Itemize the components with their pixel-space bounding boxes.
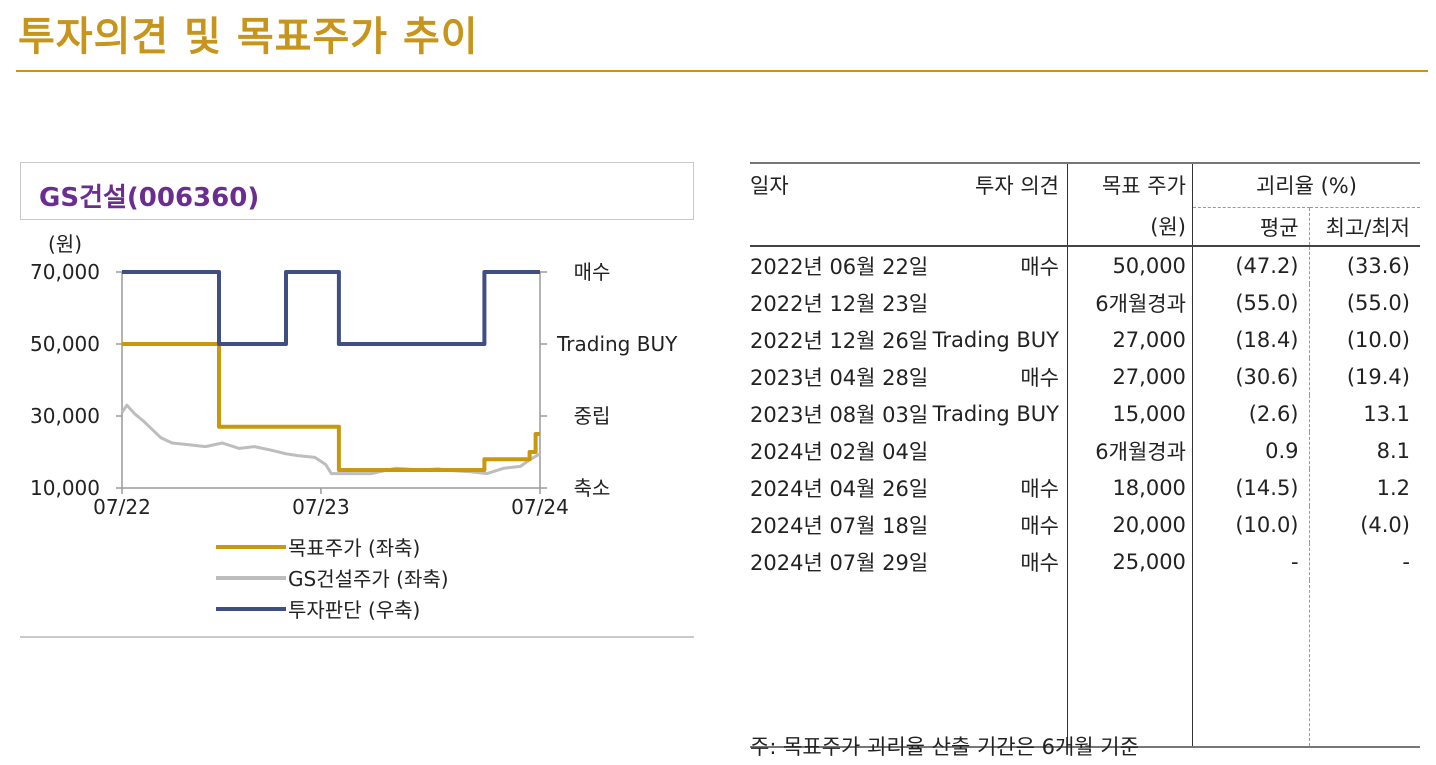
row-date: 2023년 08월 03일 (750, 402, 929, 427)
right-tick-label: Trading BUY (556, 332, 678, 356)
row-target-price: 50,000 (1066, 246, 1193, 284)
row-date: 2022년 06월 22일 (750, 254, 929, 279)
title-divider (16, 70, 1428, 72)
row-date: 2022년 12월 23일 (750, 291, 929, 316)
y-tick-label: 30,000 (30, 404, 100, 428)
table-row: 2024년 07월 18일 매수 20,000 (10.0) (4.0) (750, 506, 1420, 543)
legend: 목표주가 (좌축) GS건설주가 (좌축) 투자판단 (우축) (216, 536, 449, 622)
row-opinion (931, 432, 1067, 469)
row-max-min: (33.6) (1308, 246, 1420, 284)
header-opinion: 투자 의견 (931, 162, 1068, 208)
row-target-price: 27,000 (1066, 321, 1193, 358)
row-target-price: 6개월경과 (1066, 284, 1193, 321)
row-opinion (931, 284, 1067, 321)
header-target-price: 목표 주가 (1066, 162, 1193, 208)
row-max-min: - (1308, 543, 1420, 580)
right-tick-label: 축소 (574, 476, 611, 500)
row-average: (18.4) (1191, 321, 1310, 358)
table-row: 2023년 04월 28일 매수 27,000 (30.6) (19.4) (750, 358, 1420, 395)
row-average: (14.5) (1191, 469, 1310, 506)
row-date: 2024년 07월 29일 (750, 550, 929, 575)
page-title: 투자의견 및 목표주가 추이 (18, 14, 479, 60)
row-average: (2.6) (1191, 395, 1310, 432)
header-disparity-ratio: 괴리율 (%) (1191, 162, 1420, 208)
y-tick-label: 50,000 (30, 332, 100, 356)
row-target-price: 6개월경과 (1066, 432, 1193, 469)
row-max-min: (55.0) (1308, 284, 1420, 321)
table-header-row: 일자 투자 의견 목표 주가 괴리율 (%) (750, 162, 1420, 208)
row-average: (30.6) (1191, 358, 1310, 395)
row-date: 2024년 02월 04일 (750, 439, 929, 464)
target-price-table: 일자 투자 의견 목표 주가 괴리율 (%) (원) 평균 최고/최저 2022… (750, 162, 1420, 748)
stock-price-line (120, 403, 541, 476)
x-tick-label: 07/23 (292, 495, 350, 519)
chart-panel-bottom-rule (20, 636, 694, 638)
row-max-min: (10.0) (1308, 321, 1420, 358)
row-max-min: (19.4) (1308, 358, 1420, 395)
row-target-price: 20,000 (1066, 506, 1193, 543)
header-max-min: 최고/최저 (1308, 207, 1420, 247)
table-row: 2023년 08월 03일 Trading BUY 15,000 (2.6) 13.1 (750, 395, 1420, 432)
row-average: (55.0) (1191, 284, 1310, 321)
right-tick-label: 매수 (574, 260, 611, 284)
y-axis-unit-label: (원) (48, 232, 82, 256)
row-max-min: 8.1 (1308, 432, 1420, 469)
chart-panel: GS건설(006360) (원) 70,000 50,000 30,000 10,00… (20, 162, 694, 638)
chart-axes (121, 272, 541, 489)
y-tick-label: 10,000 (30, 476, 100, 500)
target-price-line (122, 342, 540, 472)
footnote: 주: 목표주가 괴리율 산출 기간은 6개월 기준 (750, 735, 1139, 759)
table-row: 2022년 12월 23일 6개월경과 (55.0) (55.0) (750, 284, 1420, 321)
row-opinion: 매수 (1020, 550, 1059, 575)
y-tick-label: 70,000 (30, 260, 100, 284)
row-opinion: 매수 (1020, 254, 1059, 279)
row-average: - (1191, 543, 1310, 580)
row-opinion: 매수 (1020, 476, 1059, 501)
row-opinion: 매수 (1020, 513, 1059, 538)
row-opinion: 매수 (1020, 365, 1059, 390)
x-tick-label: 07/22 (93, 495, 151, 519)
row-target-price: 25,000 (1066, 543, 1193, 580)
table-filler-row (750, 580, 1420, 748)
row-opinion: Trading BUY (932, 327, 1059, 352)
row-target-price: 18,000 (1066, 469, 1193, 506)
x-tick-label: 07/24 (511, 495, 569, 519)
row-date: 2022년 12월 26일 (750, 328, 929, 353)
price-chart: (원) 70,000 50,000 30,000 10,000 매수 Trading B… (30, 232, 678, 622)
row-date: 2024년 07월 18일 (750, 513, 929, 538)
header-date: 일자 (750, 162, 932, 208)
row-opinion: Trading BUY (932, 401, 1059, 426)
table-subheader-row: (원) 평균 최고/최저 (750, 207, 1420, 247)
row-target-price: 27,000 (1066, 358, 1193, 395)
row-target-price: 15,000 (1066, 395, 1193, 432)
chart-panel-title: GS건설(006360) (39, 183, 260, 213)
row-average: (47.2) (1191, 246, 1310, 284)
row-average: (10.0) (1191, 506, 1310, 543)
legend-label-opinion: 투자판단 (우축) (288, 598, 420, 622)
row-date: 2023년 04월 28일 (750, 365, 929, 390)
row-max-min: 13.1 (1308, 395, 1420, 432)
row-average: 0.9 (1191, 432, 1310, 469)
row-date: 2024년 04월 26일 (750, 476, 929, 501)
row-max-min: (4.0) (1308, 506, 1420, 543)
chart-panel-header: GS건설(006360) (20, 162, 694, 220)
table-row: 2022년 12월 26일 Trading BUY 27,000 (18.4) (10.… (750, 321, 1420, 358)
table-row: 2022년 06월 22일 매수 50,000 (47.2) (33.6) (750, 246, 1420, 284)
row-max-min: 1.2 (1308, 469, 1420, 506)
header-target-unit: (원) (1066, 207, 1193, 247)
legend-label-stock-price: GS건설주가 (좌축) (288, 567, 449, 591)
table-row: 2024년 07월 29일 매수 25,000- - (750, 543, 1420, 580)
legend-label-target-price: 목표주가 (좌축) (288, 536, 420, 560)
table-row: 2024년 02월 04일 6개월경과 0.9 8.1 (750, 432, 1420, 469)
table-row: 2024년 04월 26일 매수 18,000 (14.5) 1.2 (750, 469, 1420, 506)
header-average: 평균 (1191, 207, 1310, 247)
opinion-line (122, 270, 540, 346)
right-tick-label: 중립 (574, 404, 611, 428)
